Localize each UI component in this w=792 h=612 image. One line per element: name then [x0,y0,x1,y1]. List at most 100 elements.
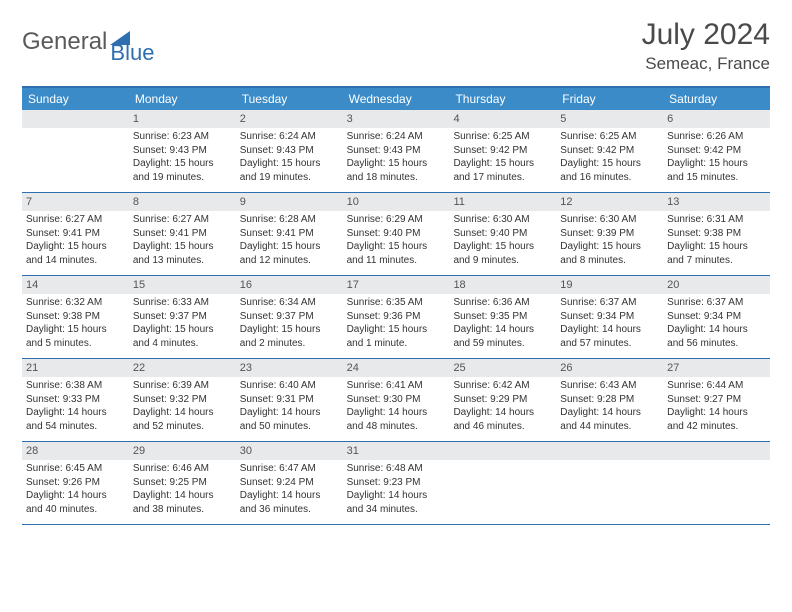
day-details: Sunrise: 6:24 AMSunset: 9:43 PMDaylight:… [343,128,450,188]
day-cell: 21Sunrise: 6:38 AMSunset: 9:33 PMDayligh… [22,359,129,441]
day-details: Sunrise: 6:30 AMSunset: 9:40 PMDaylight:… [449,211,556,271]
day-cell: 7Sunrise: 6:27 AMSunset: 9:41 PMDaylight… [22,193,129,275]
day-details: Sunrise: 6:37 AMSunset: 9:34 PMDaylight:… [663,294,770,354]
day-cell [22,110,129,192]
daylight-text: Daylight: 15 hours and 8 minutes. [560,240,659,267]
daylight-text: Daylight: 14 hours and 54 minutes. [26,406,125,433]
sunset-text: Sunset: 9:41 PM [240,227,339,241]
daylight-text: Daylight: 14 hours and 42 minutes. [667,406,766,433]
sunset-text: Sunset: 9:23 PM [347,476,446,490]
day-details: Sunrise: 6:28 AMSunset: 9:41 PMDaylight:… [236,211,343,271]
sunrise-text: Sunrise: 6:37 AM [560,296,659,310]
day-number: 27 [663,359,770,377]
day-cell: 18Sunrise: 6:36 AMSunset: 9:35 PMDayligh… [449,276,556,358]
day-number: 12 [556,193,663,211]
day-cell: 26Sunrise: 6:43 AMSunset: 9:28 PMDayligh… [556,359,663,441]
day-details: Sunrise: 6:32 AMSunset: 9:38 PMDaylight:… [22,294,129,354]
day-number: 7 [22,193,129,211]
sunset-text: Sunset: 9:35 PM [453,310,552,324]
sunset-text: Sunset: 9:33 PM [26,393,125,407]
day-details: Sunrise: 6:39 AMSunset: 9:32 PMDaylight:… [129,377,236,437]
sunset-text: Sunset: 9:28 PM [560,393,659,407]
daylight-text: Daylight: 15 hours and 19 minutes. [133,157,232,184]
daylight-text: Daylight: 15 hours and 4 minutes. [133,323,232,350]
sunset-text: Sunset: 9:24 PM [240,476,339,490]
daylight-text: Daylight: 15 hours and 9 minutes. [453,240,552,267]
daylight-text: Daylight: 14 hours and 44 minutes. [560,406,659,433]
sunrise-text: Sunrise: 6:27 AM [26,213,125,227]
weeks-container: 1Sunrise: 6:23 AMSunset: 9:43 PMDaylight… [22,110,770,525]
weekday-header: Monday [129,88,236,110]
day-number: 1 [129,110,236,128]
day-number: 31 [343,442,450,460]
daylight-text: Daylight: 15 hours and 7 minutes. [667,240,766,267]
sunrise-text: Sunrise: 6:36 AM [453,296,552,310]
daylight-text: Daylight: 15 hours and 11 minutes. [347,240,446,267]
daylight-text: Daylight: 15 hours and 18 minutes. [347,157,446,184]
sunset-text: Sunset: 9:39 PM [560,227,659,241]
day-number: 15 [129,276,236,294]
sunrise-text: Sunrise: 6:30 AM [560,213,659,227]
day-number: 6 [663,110,770,128]
weekday-header: Tuesday [236,88,343,110]
sunrise-text: Sunrise: 6:40 AM [240,379,339,393]
sunrise-text: Sunrise: 6:41 AM [347,379,446,393]
weekday-header: Wednesday [343,88,450,110]
daylight-text: Daylight: 15 hours and 1 minute. [347,323,446,350]
day-cell: 24Sunrise: 6:41 AMSunset: 9:30 PMDayligh… [343,359,450,441]
week-row: 21Sunrise: 6:38 AMSunset: 9:33 PMDayligh… [22,359,770,442]
sunset-text: Sunset: 9:43 PM [240,144,339,158]
day-cell: 16Sunrise: 6:34 AMSunset: 9:37 PMDayligh… [236,276,343,358]
weekday-header-row: Sunday Monday Tuesday Wednesday Thursday… [22,88,770,110]
day-number: 4 [449,110,556,128]
sunrise-text: Sunrise: 6:39 AM [133,379,232,393]
daylight-text: Daylight: 15 hours and 5 minutes. [26,323,125,350]
day-number: 3 [343,110,450,128]
day-number: 25 [449,359,556,377]
day-details: Sunrise: 6:46 AMSunset: 9:25 PMDaylight:… [129,460,236,520]
sunset-text: Sunset: 9:42 PM [560,144,659,158]
day-cell: 30Sunrise: 6:47 AMSunset: 9:24 PMDayligh… [236,442,343,524]
day-number: 2 [236,110,343,128]
sunset-text: Sunset: 9:38 PM [26,310,125,324]
sunset-text: Sunset: 9:29 PM [453,393,552,407]
day-details: Sunrise: 6:44 AMSunset: 9:27 PMDaylight:… [663,377,770,437]
sunrise-text: Sunrise: 6:25 AM [453,130,552,144]
day-details: Sunrise: 6:27 AMSunset: 9:41 PMDaylight:… [129,211,236,271]
day-number [449,442,556,460]
daylight-text: Daylight: 15 hours and 15 minutes. [667,157,766,184]
day-cell: 11Sunrise: 6:30 AMSunset: 9:40 PMDayligh… [449,193,556,275]
day-cell: 22Sunrise: 6:39 AMSunset: 9:32 PMDayligh… [129,359,236,441]
day-number: 9 [236,193,343,211]
day-cell [449,442,556,524]
day-details: Sunrise: 6:43 AMSunset: 9:28 PMDaylight:… [556,377,663,437]
daylight-text: Daylight: 15 hours and 12 minutes. [240,240,339,267]
daylight-text: Daylight: 14 hours and 56 minutes. [667,323,766,350]
day-cell [663,442,770,524]
daylight-text: Daylight: 14 hours and 48 minutes. [347,406,446,433]
sunrise-text: Sunrise: 6:28 AM [240,213,339,227]
day-number: 14 [22,276,129,294]
daylight-text: Daylight: 14 hours and 57 minutes. [560,323,659,350]
sunset-text: Sunset: 9:36 PM [347,310,446,324]
day-cell: 2Sunrise: 6:24 AMSunset: 9:43 PMDaylight… [236,110,343,192]
sunrise-text: Sunrise: 6:47 AM [240,462,339,476]
day-number: 22 [129,359,236,377]
week-row: 1Sunrise: 6:23 AMSunset: 9:43 PMDaylight… [22,110,770,193]
day-details: Sunrise: 6:37 AMSunset: 9:34 PMDaylight:… [556,294,663,354]
daylight-text: Daylight: 15 hours and 16 minutes. [560,157,659,184]
day-number: 18 [449,276,556,294]
day-number: 5 [556,110,663,128]
day-number: 20 [663,276,770,294]
day-cell: 20Sunrise: 6:37 AMSunset: 9:34 PMDayligh… [663,276,770,358]
day-details: Sunrise: 6:42 AMSunset: 9:29 PMDaylight:… [449,377,556,437]
day-cell: 9Sunrise: 6:28 AMSunset: 9:41 PMDaylight… [236,193,343,275]
day-details: Sunrise: 6:25 AMSunset: 9:42 PMDaylight:… [449,128,556,188]
weekday-header: Saturday [663,88,770,110]
sunset-text: Sunset: 9:34 PM [560,310,659,324]
day-number: 24 [343,359,450,377]
day-cell: 19Sunrise: 6:37 AMSunset: 9:34 PMDayligh… [556,276,663,358]
day-details: Sunrise: 6:26 AMSunset: 9:42 PMDaylight:… [663,128,770,188]
day-details: Sunrise: 6:34 AMSunset: 9:37 PMDaylight:… [236,294,343,354]
daylight-text: Daylight: 15 hours and 14 minutes. [26,240,125,267]
